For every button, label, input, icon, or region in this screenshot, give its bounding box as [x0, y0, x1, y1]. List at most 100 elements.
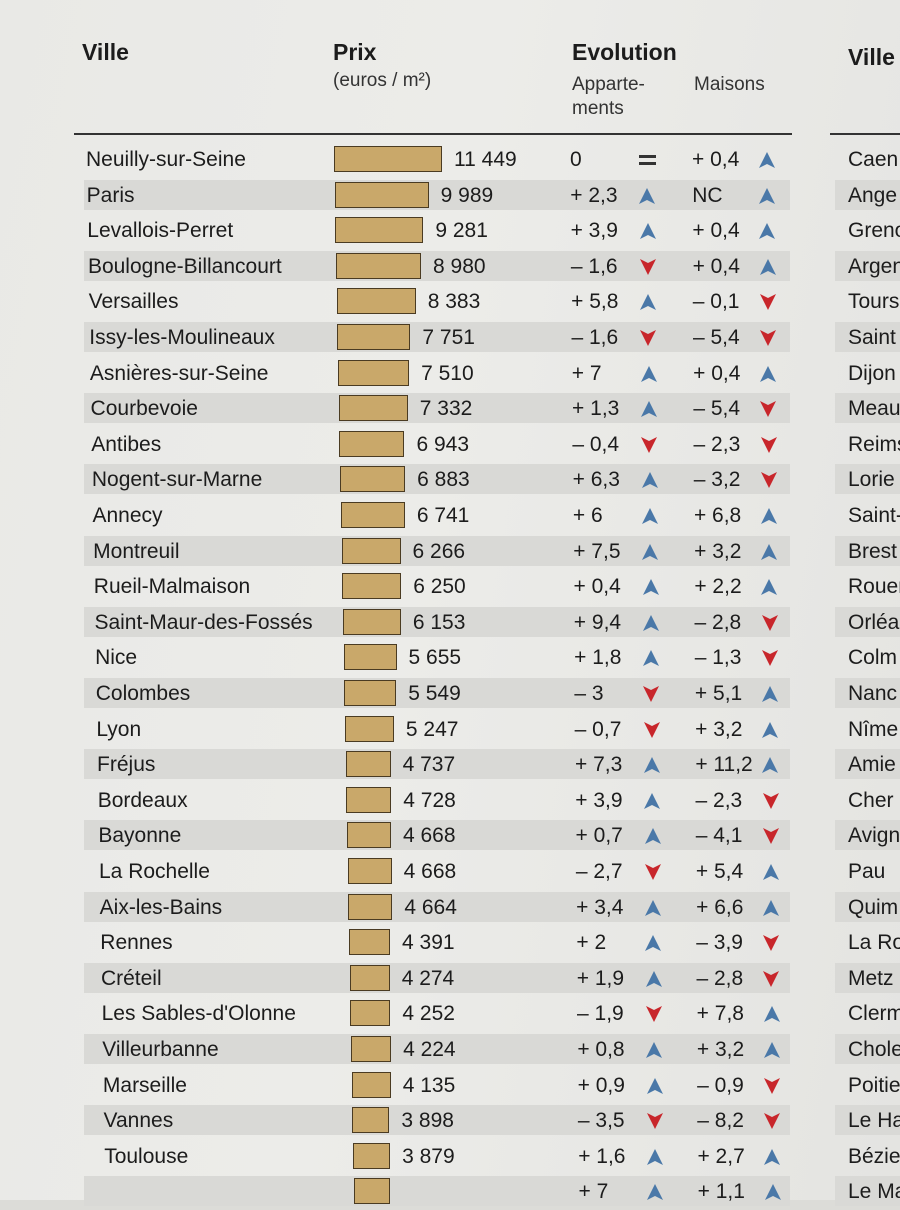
arrow-down-icon [643, 686, 660, 702]
arrow-down-icon [764, 1113, 781, 1130]
arrow-up-icon [644, 792, 661, 809]
price-bar [340, 466, 406, 493]
table-row: Issy-les-Moulineaux 7 751 – 1,6 – 5,4 Saint [0, 320, 900, 356]
arrow-up-icon [645, 899, 662, 916]
arrow-up-icon [640, 365, 657, 382]
price-bar [351, 1071, 391, 1098]
city-name: Fréjus [97, 753, 156, 777]
price-bar [340, 502, 405, 528]
arrow-up-icon [759, 223, 776, 240]
arrow-up-icon [640, 294, 657, 311]
city-name: Toulouse [104, 1144, 189, 1168]
right-column-city: Greno [848, 219, 900, 243]
price-bar [336, 288, 416, 315]
apartment-evolution: + 2 [576, 931, 607, 955]
price-bar [353, 1178, 390, 1205]
apartment-evolution: + 1,3 [572, 397, 620, 421]
right-column-city: Brest [848, 539, 898, 563]
row-stripe [84, 606, 790, 637]
table-row: Asnières-sur-Seine 7 510 + 7 + 0,4 Dijon [0, 356, 900, 392]
right-column-city: Saint- [848, 504, 900, 527]
price-bar [339, 430, 405, 457]
right-column-city: Meau [848, 397, 900, 421]
table-row: Aix-les-Bains 4 664 + 3,4 + 6,6 Quim [0, 890, 900, 926]
table-row: Boulogne-Billancourt 8 980 – 1,6 + 0,4 Argen [0, 249, 900, 285]
row-stripe [84, 749, 790, 780]
arrow-up-icon [647, 1184, 664, 1201]
house-evolution: + 2,2 [694, 575, 742, 599]
arrow-up-icon [759, 152, 775, 168]
house-evolution: + 5,1 [694, 682, 743, 705]
arrow-down-icon [760, 436, 777, 453]
price-bar [341, 537, 401, 564]
city-name: Neuilly-sur-Seine [86, 148, 246, 171]
apartment-evolution: + 1,6 [578, 1144, 626, 1168]
table-row: Rueil-Malmaison 6 250 + 0,4 + 2,2 Rouen [0, 569, 900, 605]
arrow-down-icon [759, 330, 776, 346]
table-row: Saint-Maur-des-Fossés 6 153 + 9,4 – 2,8 Orlé… [0, 605, 900, 641]
city-name: Marseille [102, 1073, 187, 1097]
apartment-evolution: – 0,7 [574, 717, 622, 741]
right-column-city: Tours [848, 290, 900, 314]
price-value: 3 879 [402, 1144, 455, 1168]
row-stripe [84, 1034, 790, 1064]
row-stripe [84, 250, 790, 281]
apartment-evolution: + 1,8 [574, 646, 622, 670]
right-column-city: Cher [848, 788, 894, 812]
city-name: Paris [86, 183, 135, 207]
arrow-down-icon [760, 472, 777, 489]
right-column-city: Dijon [848, 361, 896, 385]
arrow-up-icon [762, 757, 779, 774]
table-row: Montreuil 6 266 + 7,5 + 3,2 Brest [0, 534, 900, 570]
city-name: Nogent-sur-Marne [91, 468, 263, 492]
right-column-city: Orléa [848, 610, 900, 634]
house-evolution: + 6,6 [696, 895, 744, 919]
arrow-up-icon [643, 650, 660, 667]
house-evolution: – 5,4 [692, 326, 740, 349]
house-evolution: – 2,3 [693, 432, 741, 456]
table-row: Annecy 6 741 + 6 + 6,8 Saint- [0, 498, 900, 534]
table-row: Créteil 4 274 + 1,9 – 2,8 Metz [0, 961, 900, 997]
house-evolution: + 0,4 [692, 219, 740, 243]
arrow-up-icon [645, 935, 662, 952]
arrow-down-icon [639, 258, 656, 275]
price-value: 6 943 [416, 432, 470, 456]
apartment-evolution: + 0,9 [577, 1073, 625, 1097]
row-stripe [84, 962, 790, 993]
price-value: 6 741 [416, 504, 470, 527]
right-column-city: Metz [848, 966, 894, 990]
price-bar [349, 964, 390, 991]
right-column-city: Ange [848, 183, 898, 207]
row-stripe [84, 322, 790, 352]
table-row: Versailles 8 383 + 5,8 – 0,1 Tours [0, 284, 900, 320]
city-name: Vannes [103, 1109, 174, 1133]
price-bar [350, 1000, 391, 1027]
table-row: Nogent-sur-Marne 6 883 + 6,3 – 3,2 Lorie [0, 462, 900, 498]
row-stripe [84, 1105, 790, 1136]
price-bar [351, 1036, 392, 1062]
arrow-down-icon [763, 970, 780, 987]
price-value: 5 655 [408, 646, 462, 670]
arrow-up-icon [760, 508, 777, 524]
right-column-city: Bézie [848, 1144, 900, 1168]
arrow-up-icon [761, 686, 778, 702]
house-evolution: + 0,4 [692, 254, 740, 278]
apartment-evolution: – 1,9 [577, 1002, 624, 1026]
apartment-evolution: – 3 [574, 682, 604, 705]
header-ville-right: Ville [848, 44, 895, 70]
table-row: Neuilly-sur-Seine 11 449 0 + 0,4 Caen [0, 142, 900, 178]
right-column-city: Amie [848, 753, 896, 777]
price-value: 9 281 [435, 219, 488, 243]
arrow-up-icon [646, 1077, 663, 1094]
right-column-city: Nîme [848, 717, 899, 741]
right-column-city: Quim [848, 895, 899, 919]
apartment-evolution: + 0,8 [577, 1038, 625, 1061]
house-evolution: + 1,1 [697, 1180, 745, 1204]
city-name: Issy-les-Moulineaux [89, 326, 275, 349]
arrow-down-icon [762, 792, 779, 809]
arrow-up-icon [639, 223, 656, 240]
arrow-up-icon [644, 828, 661, 845]
row-stripe-right [835, 678, 900, 708]
header-prix: Prix [333, 39, 377, 65]
arrow-up-icon [762, 721, 779, 738]
